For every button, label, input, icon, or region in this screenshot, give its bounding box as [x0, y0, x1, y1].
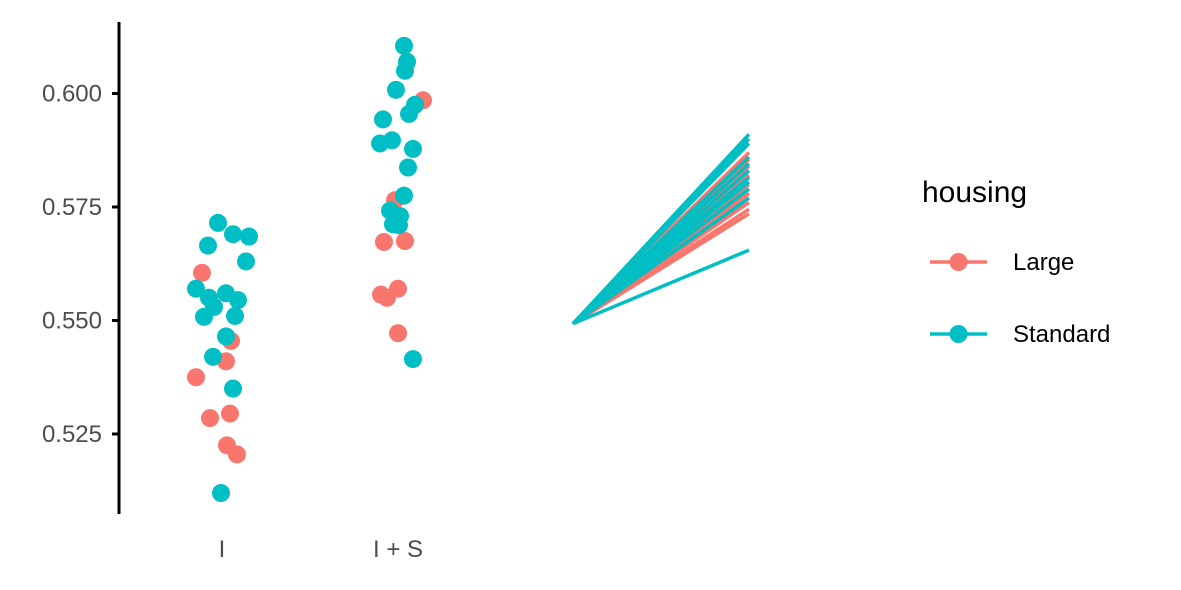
slope-line-large	[572, 212, 750, 326]
y-tick-label: 0.600	[42, 81, 102, 108]
point-large	[396, 232, 414, 251]
point-standard	[224, 379, 242, 398]
slope-lines	[571, 133, 751, 326]
y-tick-label: 0.575	[42, 194, 102, 221]
point-standard	[371, 134, 389, 153]
point-standard	[217, 327, 235, 346]
point-standard	[400, 104, 418, 123]
point-standard	[237, 252, 255, 271]
slope-line-standard	[571, 196, 751, 326]
point-standard	[229, 291, 247, 310]
legend-key-point	[949, 253, 968, 271]
point-large	[201, 409, 219, 428]
point-standard	[390, 216, 408, 235]
point-standard	[187, 279, 205, 298]
point-standard	[395, 186, 413, 205]
x-axis-ticks: I I + S	[219, 536, 423, 563]
x-tick-label: I	[219, 536, 226, 563]
point-standard	[404, 350, 422, 369]
point-standard	[399, 158, 417, 177]
point-standard	[240, 227, 258, 246]
x-tick-label: I + S	[373, 536, 423, 563]
point-standard	[395, 36, 413, 55]
scatter-points	[187, 36, 432, 503]
point-standard	[212, 484, 230, 503]
point-standard	[195, 307, 213, 326]
point-large	[187, 368, 205, 387]
point-standard	[204, 347, 222, 366]
point-standard	[387, 80, 405, 99]
point-large	[221, 404, 239, 423]
slope-line-standard	[572, 248, 750, 326]
point-large	[228, 445, 246, 464]
point-standard	[224, 225, 242, 244]
point-standard	[374, 110, 392, 129]
y-tick-label: 0.525	[42, 421, 102, 448]
y-tick-label: 0.550	[42, 308, 102, 335]
legend-label: Large	[1013, 249, 1074, 276]
legend-title: housing	[922, 176, 1027, 209]
point-standard	[226, 306, 244, 325]
point-large	[193, 263, 211, 282]
legend-key-point	[949, 325, 968, 343]
legend-item-large: Large	[930, 249, 1074, 276]
legend-item-standard: Standard	[930, 321, 1110, 348]
point-standard	[199, 236, 217, 255]
point-large	[375, 232, 393, 251]
point-large	[389, 324, 407, 343]
point-standard	[209, 213, 227, 232]
point-large	[378, 288, 396, 307]
legend: housing Large Standard	[922, 176, 1110, 348]
legend-label: Standard	[1013, 321, 1110, 348]
point-standard	[404, 139, 422, 158]
y-axis-ticks: 0.525 0.550 0.575 0.600	[42, 81, 119, 448]
point-standard	[396, 61, 414, 80]
